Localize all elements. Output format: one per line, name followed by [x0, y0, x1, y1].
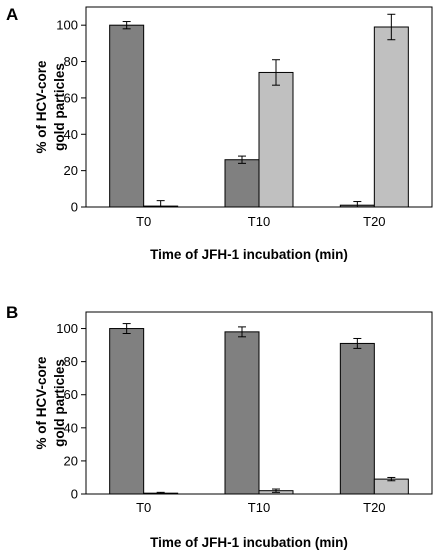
- panel-b: B % of HCV-core gold particles 0 20 40 60 80…: [6, 303, 433, 550]
- panel-a-letter: A: [6, 5, 18, 24]
- panel-a-y-tick-label-0: 0: [71, 200, 78, 215]
- panel-b-x-tick-label-t0: T0: [136, 500, 151, 515]
- panel-a-y-label-line-1: % of HCV-core: [34, 60, 49, 154]
- panel-a-x-axis-label: Time of JFH-1 incubation (min): [150, 247, 348, 262]
- panel-a-bar-t10-series-1: [224, 159, 260, 208]
- panel-b-bar-t20-series-2: [373, 478, 409, 495]
- panel-a-bar-t0-series-1: [109, 24, 145, 208]
- panel-b-y-tick-label-0: 0: [71, 487, 78, 502]
- panel-b-error-bar-t10-series-2: [272, 488, 280, 493]
- panel-b-x-ticks: T0 T10 T20: [136, 500, 385, 515]
- panel-a: A % of HCV-core gold particles 0 20 40 60 80…: [6, 5, 433, 262]
- panel-a-x-tick-label-t20: T20: [363, 214, 385, 229]
- panel-b-error-bar-t0-series-2: [156, 491, 165, 495]
- panel-b-y-tick-label-80: 80: [64, 354, 78, 369]
- panel-a-error-bar-t0-series-1: [122, 21, 131, 30]
- panel-b-bar-t0-series-1: [109, 328, 145, 495]
- panel-a-bar-t20-series-2: [373, 26, 409, 208]
- panel-a-x-tick-label-t0: T0: [136, 214, 151, 229]
- panel-b-y-tick-label-20: 20: [64, 453, 78, 468]
- panel-b-x-tick-label-t10: T10: [248, 500, 270, 515]
- panel-b-error-bar-t10-series-1: [238, 326, 246, 338]
- panel-b-y-label-line-2: gold particles: [52, 359, 67, 447]
- panel-b-y-label-line-1: % of HCV-core: [34, 356, 49, 450]
- panel-a-error-bar-t10-series-1: [238, 155, 246, 164]
- panel-b-error-bar-t20-series-2: [387, 476, 396, 482]
- panel-b-y-tick-label-100: 100: [56, 321, 78, 336]
- panel-b-letter: B: [6, 303, 18, 322]
- panel-a-x-tick-label-t10: T10: [248, 214, 270, 229]
- panel-a-x-ticks: T0 T10 T20: [136, 214, 385, 229]
- panel-b-bar-t20-series-1: [339, 342, 375, 495]
- panel-a-y-label-line-2: gold particles: [52, 63, 67, 151]
- panel-a-y-tick-label-100: 100: [56, 18, 78, 33]
- panel-a-error-bar-t0-series-2: [156, 200, 165, 208]
- panel-b-y-axis-label: % of HCV-core gold particles: [34, 356, 67, 450]
- panel-a-y-tick-label-60: 60: [64, 90, 78, 105]
- panel-a-bars: [109, 13, 409, 208]
- panel-b-bars: [109, 323, 409, 495]
- panel-a-y-tick-label-20: 20: [64, 163, 78, 178]
- panel-a-error-bar-t20-series-2: [387, 13, 396, 41]
- panel-a-bar-t10-series-2: [258, 71, 294, 208]
- panel-b-y-ticks: 0 20 40 60 80 100: [56, 321, 86, 502]
- panel-a-y-ticks: 0 20 40 60 80 100: [56, 18, 86, 215]
- panel-b-bar-t10-series-1: [224, 331, 260, 495]
- panel-b-error-bar-t20-series-1: [353, 337, 362, 349]
- panel-b-x-tick-label-t20: T20: [363, 500, 385, 515]
- panel-a-y-tick-label-40: 40: [64, 127, 78, 142]
- panel-a-y-axis-label: % of HCV-core gold particles: [34, 60, 67, 154]
- panel-a-y-tick-label-80: 80: [64, 54, 78, 69]
- panel-a-error-bar-t10-series-2: [272, 59, 280, 86]
- panel-b-y-tick-label-40: 40: [64, 420, 78, 435]
- panel-b-y-tick-label-60: 60: [64, 387, 78, 402]
- panel-b-error-bar-t0-series-1: [122, 323, 131, 335]
- panel-b-x-axis-label: Time of JFH-1 incubation (min): [150, 535, 348, 550]
- panel-a-error-bar-t20-series-1: [353, 201, 362, 208]
